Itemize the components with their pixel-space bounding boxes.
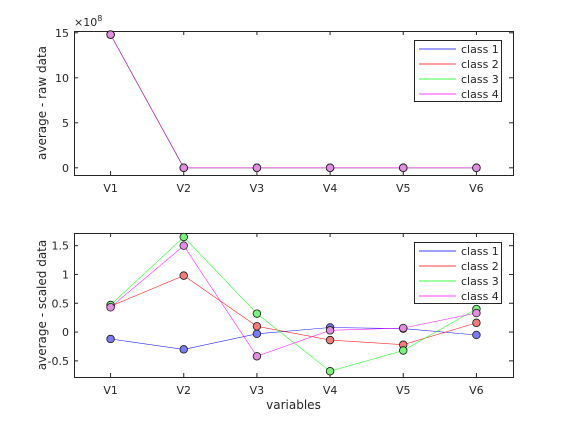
top-chart-data-point (325, 163, 335, 172)
bottom-chart-x-tick-label: V4 (323, 384, 338, 397)
bottom-chart-data-point (106, 303, 115, 312)
top-chart-x-tick-label: V6 (469, 182, 484, 195)
bottom-chart-legend-label: class 1 (461, 245, 499, 258)
top-chart: V1 V2 V3 V4 V5 V6 0 5 10 15 average - raw data ×108… (35, 14, 514, 195)
bottom-chart-data-point (252, 329, 262, 338)
bottom-chart-legend-box (414, 242, 502, 304)
top-chart-x-tick-label: V2 (176, 182, 191, 195)
top-chart-y-exponent-power: 8 (97, 14, 102, 23)
top-chart-x-tick-label: V3 (250, 182, 265, 195)
bottom-chart-series-line (110, 275, 477, 346)
top-chart-legend: class 1 class 2 class 3 class 4 (414, 40, 502, 102)
bottom-chart-data-point (252, 352, 262, 361)
bottom-chart-y-tick-label: 0 (62, 326, 69, 339)
bottom-chart-data-point (179, 345, 188, 354)
top-chart-data-point (472, 163, 481, 172)
top-chart-legend-label: class 3 (461, 73, 499, 86)
bottom-chart-y-tick-label: 1 (62, 268, 69, 281)
bottom-chart-data-point (325, 367, 335, 376)
bottom-chart-legend-label: class 4 (461, 290, 499, 303)
top-chart-y-axis-label: average - raw data (35, 46, 49, 160)
bottom-chart-data-point (472, 308, 481, 318)
top-chart-data-point (399, 163, 408, 172)
top-chart-data-point (252, 163, 262, 172)
bottom-chart-series-line (110, 327, 477, 350)
bottom-chart-legend: class 1 class 2 class 3 class 4 (414, 242, 502, 304)
bottom-chart-x-tick-label: V1 (103, 384, 118, 397)
bottom-chart-data-point (252, 322, 262, 331)
top-chart-x-tick-label: V1 (103, 182, 118, 195)
bottom-chart-data-point (472, 330, 481, 340)
top-chart-y-exponent-base: ×10 (74, 16, 97, 29)
top-chart-y-exponent: ×108 (74, 14, 102, 29)
bottom-chart-data-point (179, 232, 188, 242)
bottom-chart-data-point (252, 309, 262, 318)
bottom-chart-x-tick-label: V6 (469, 384, 484, 397)
bottom-chart-data-point (179, 271, 188, 280)
bottom-chart-x-tick-label: V5 (396, 384, 411, 397)
top-chart-y-tick-label: 5 (62, 117, 69, 130)
top-chart-x-tick-label: V5 (396, 182, 411, 195)
top-chart-x-tick-label: V4 (323, 182, 338, 195)
top-chart-y-tick-label: 10 (55, 72, 69, 85)
bottom-chart-data-point (399, 346, 408, 355)
top-chart-legend-label: class 4 (461, 88, 499, 101)
bottom-chart-y-tick-label: 0.5 (52, 297, 70, 310)
bottom-chart-data-point (399, 323, 408, 333)
top-chart-series-4 (106, 30, 481, 172)
bottom-chart-legend-label: class 3 (461, 275, 499, 288)
top-chart-legend-label: class 1 (461, 43, 499, 56)
top-chart-y-tick-label: 0 (62, 162, 69, 175)
bottom-chart-x-tick-label: V2 (176, 384, 191, 397)
bottom-chart-data-point (325, 326, 335, 335)
bottom-chart-y-axis-label: average - scaled data (35, 240, 49, 370)
bottom-chart-legend-label: class 2 (461, 260, 499, 273)
bottom-chart-x-tick-label: V3 (250, 384, 265, 397)
top-chart-data-point (179, 163, 188, 172)
bottom-chart-series-line (110, 245, 477, 357)
bottom-chart-series-2 (106, 271, 481, 349)
top-chart-y-tick-label: 15 (55, 27, 69, 40)
bottom-chart-data-point (179, 241, 188, 250)
top-chart-legend-label: class 2 (461, 58, 499, 71)
top-chart-data-point (106, 30, 115, 39)
bottom-chart-series-line (110, 236, 477, 372)
top-chart-legend-box (414, 40, 502, 102)
bottom-chart-x-axis-label: variables (266, 398, 321, 412)
bottom-chart-y-tick-label: 1.5 (52, 240, 70, 253)
top-chart-series-line (110, 34, 477, 169)
bottom-chart-data-point (472, 318, 481, 328)
bottom-chart-y-tick-label: -0.5 (48, 355, 69, 368)
bottom-chart-data-point (106, 334, 115, 344)
bottom-chart-data-point (325, 335, 335, 345)
bottom-chart-series-4 (106, 241, 481, 361)
